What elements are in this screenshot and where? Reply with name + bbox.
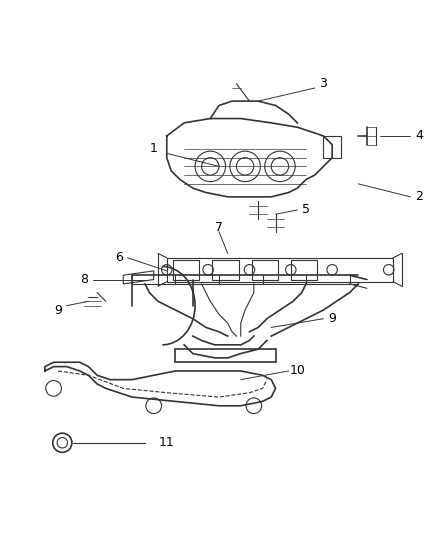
Text: 7: 7 <box>215 221 223 234</box>
Text: 1: 1 <box>150 142 158 156</box>
Text: 5: 5 <box>302 204 310 216</box>
Text: 6: 6 <box>115 251 123 264</box>
Text: 9: 9 <box>54 303 62 317</box>
Text: 11: 11 <box>159 437 175 449</box>
Text: 8: 8 <box>80 273 88 286</box>
Text: 2: 2 <box>415 190 423 204</box>
Text: 10: 10 <box>290 365 305 377</box>
Text: 4: 4 <box>415 130 423 142</box>
Text: 9: 9 <box>328 312 336 325</box>
Text: 3: 3 <box>319 77 327 90</box>
